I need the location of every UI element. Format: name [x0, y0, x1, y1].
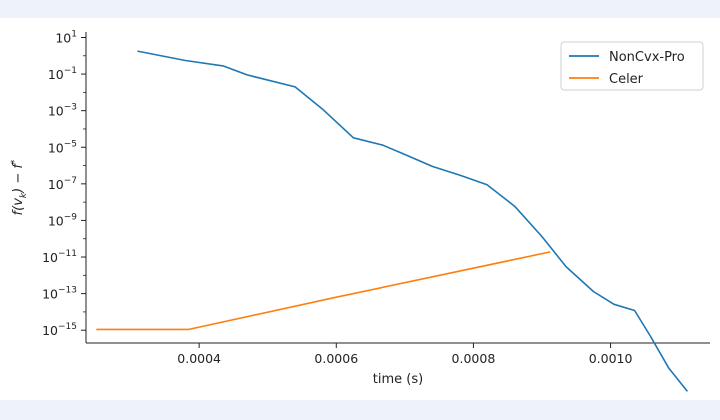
y-tick-label: 10−7: [48, 176, 77, 192]
x-tick-layer: 0.0004 0.0006 0.0008 0.0010: [177, 343, 632, 366]
series-line-noncvx-pro: [137, 50, 689, 392]
y-tick-exponent: −9: [64, 212, 78, 222]
chart-svg: 0.0004 0.0006 0.0008 0.0010 10110−110−310−5…: [10, 29, 710, 392]
legend-label: Celer: [609, 72, 644, 87]
y-tick-exponent: −7: [64, 176, 77, 186]
y-tick-label: 10−15: [42, 322, 77, 338]
y-tick-label: 10−9: [48, 212, 77, 228]
x-axis-label: time (s): [373, 372, 423, 387]
y-tick-base: 10: [48, 104, 64, 119]
y-tick-exponent: −3: [64, 103, 77, 113]
axes: [85, 32, 710, 344]
legend-label: NonCvx-Pro: [609, 50, 685, 65]
y-tick-label: 10−3: [48, 103, 77, 119]
y-axis-label-text: f(vk) − f*: [10, 159, 29, 215]
y-tick-base: 10: [55, 30, 71, 45]
y-tick-base: 10: [42, 323, 58, 338]
y-tick-label: 10−5: [48, 139, 77, 155]
y-tick-label: 101: [55, 29, 77, 45]
y-tick-label: 10−1: [48, 66, 77, 82]
x-tick-label: 0.0008: [452, 351, 496, 366]
x-tick-label: 0.0010: [589, 351, 633, 366]
y-tick-base: 10: [48, 177, 64, 192]
y-tick-base: 10: [48, 140, 64, 155]
y-tick-base: 10: [42, 287, 58, 302]
y-tick-exponent: 1: [71, 29, 77, 39]
y-tick-exponent: −15: [58, 322, 77, 332]
y-tick-exponent: −13: [58, 286, 77, 296]
series-layer: [96, 50, 689, 392]
y-tick-base: 10: [42, 250, 58, 265]
y-tick-base: 10: [48, 67, 64, 82]
y-tick-label: 10−11: [42, 249, 77, 265]
series-line-celer: [96, 251, 551, 331]
legend: NonCvx-Pro Celer: [560, 41, 704, 91]
y-tick-exponent: −5: [64, 139, 77, 149]
y-tick-exponent: −11: [58, 249, 77, 259]
x-tick-label: 0.0004: [177, 351, 221, 366]
y-tick-base: 10: [48, 213, 64, 228]
y-tick-exponent: −1: [64, 66, 77, 76]
y-axis-label: f(vk) − f*: [10, 159, 29, 215]
y-tick-label: 10−13: [42, 286, 77, 302]
chart-panel: 0.0004 0.0006 0.0008 0.0010 101 10−1 10−3 10−5…: [0, 18, 720, 400]
x-tick-label: 0.0006: [314, 351, 358, 366]
